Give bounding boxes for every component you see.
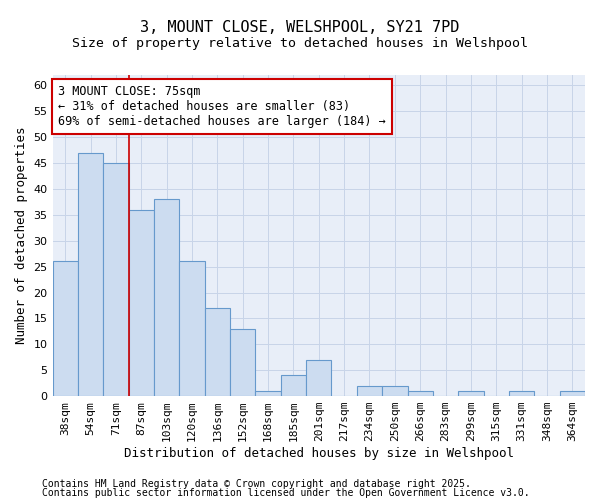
Bar xyxy=(357,386,382,396)
Bar xyxy=(78,152,103,396)
Bar xyxy=(458,391,484,396)
Text: 3 MOUNT CLOSE: 75sqm
← 31% of detached houses are smaller (83)
69% of semi-detac: 3 MOUNT CLOSE: 75sqm ← 31% of detached h… xyxy=(58,84,386,128)
Bar xyxy=(230,329,256,396)
Text: Contains HM Land Registry data © Crown copyright and database right 2025.: Contains HM Land Registry data © Crown c… xyxy=(42,479,471,489)
Bar xyxy=(306,360,331,396)
Bar xyxy=(407,391,433,396)
Bar xyxy=(256,391,281,396)
Bar xyxy=(53,262,78,396)
Bar xyxy=(205,308,230,396)
Bar xyxy=(103,163,128,396)
X-axis label: Distribution of detached houses by size in Welshpool: Distribution of detached houses by size … xyxy=(124,447,514,460)
Bar xyxy=(128,210,154,396)
Title: 3, MOUNT CLOSE, WELSHPOOL, SY21 7PD
Size of property relative to detached houses: 3, MOUNT CLOSE, WELSHPOOL, SY21 7PD Size… xyxy=(0,499,1,500)
Bar xyxy=(509,391,534,396)
Y-axis label: Number of detached properties: Number of detached properties xyxy=(15,127,28,344)
Bar xyxy=(281,376,306,396)
Bar xyxy=(560,391,585,396)
Text: Size of property relative to detached houses in Welshpool: Size of property relative to detached ho… xyxy=(72,38,528,51)
Bar xyxy=(179,262,205,396)
Bar xyxy=(154,200,179,396)
Text: 3, MOUNT CLOSE, WELSHPOOL, SY21 7PD: 3, MOUNT CLOSE, WELSHPOOL, SY21 7PD xyxy=(140,20,460,35)
Text: Contains public sector information licensed under the Open Government Licence v3: Contains public sector information licen… xyxy=(42,488,530,498)
Bar xyxy=(382,386,407,396)
